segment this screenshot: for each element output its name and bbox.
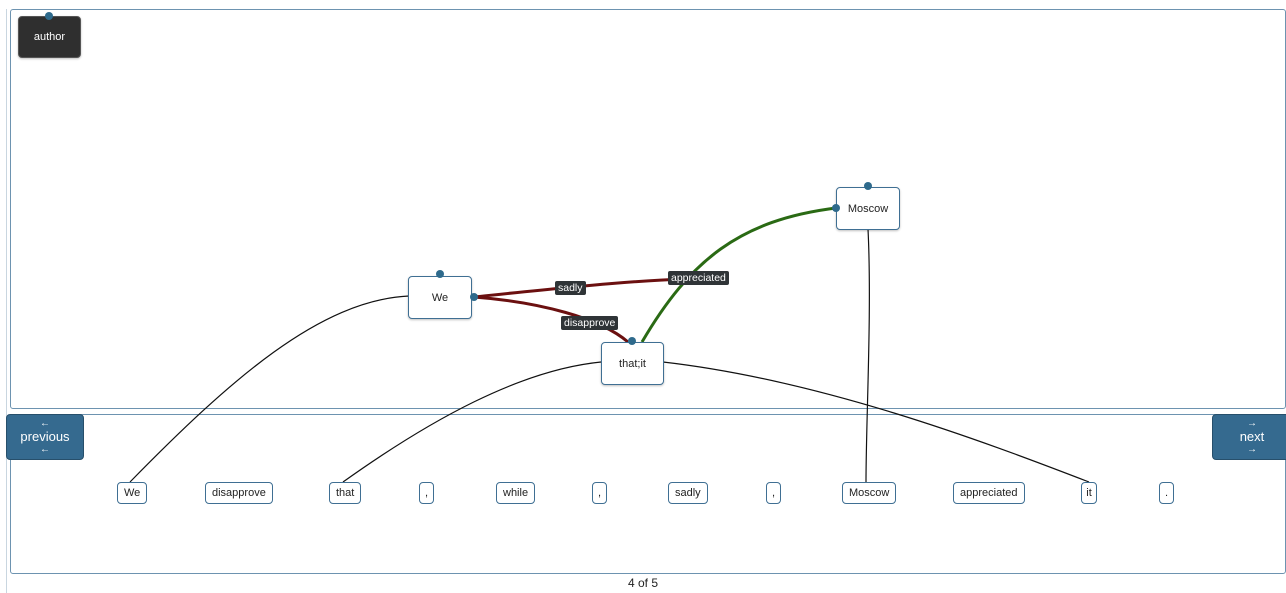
node-handle-icon[interactable] [628,337,636,345]
node-we[interactable]: We [408,276,472,319]
token-comma[interactable]: , [766,482,781,504]
next-label: next [1239,429,1265,444]
token-comma[interactable]: , [419,482,434,504]
token-we[interactable]: We [117,482,148,504]
token-disapprove[interactable]: disapprove [205,482,273,504]
token-moscow[interactable]: Moscow [842,482,897,504]
right-arrow-icon: → [1247,418,1257,429]
edge-label-disapprove[interactable]: disapprove [561,316,619,330]
token-comma[interactable]: , [592,482,607,504]
token-while[interactable]: while [496,482,536,504]
left-border [6,9,7,593]
edge-label-sadly[interactable]: sadly [555,281,586,295]
edge-anchor-icon[interactable] [470,293,478,301]
right-arrow-icon: → [1247,444,1257,455]
edge-anchor-icon[interactable] [832,204,840,212]
previous-button[interactable]: ← previous ← [6,414,84,460]
node-handle-icon[interactable] [864,182,872,190]
token-that[interactable]: that [329,482,362,504]
node-author[interactable]: author [18,16,81,58]
token-it[interactable]: it [1081,482,1097,504]
left-arrow-icon: ← [40,418,50,429]
edge-label-appreciated[interactable]: appreciated [668,271,729,285]
left-arrow-icon: ← [40,444,50,455]
node-moscow[interactable]: Moscow [836,187,900,230]
token-appreciated[interactable]: appreciated [953,482,1025,504]
node-that-it[interactable]: that;it [601,342,664,385]
token-sadly[interactable]: sadly [668,482,708,504]
pager-status: 4 of 5 [627,576,659,590]
next-button[interactable]: → next → [1212,414,1286,460]
node-handle-icon[interactable] [436,270,444,278]
previous-label: previous [20,429,70,444]
node-handle-icon[interactable] [45,12,53,20]
token-period[interactable]: . [1159,482,1174,504]
